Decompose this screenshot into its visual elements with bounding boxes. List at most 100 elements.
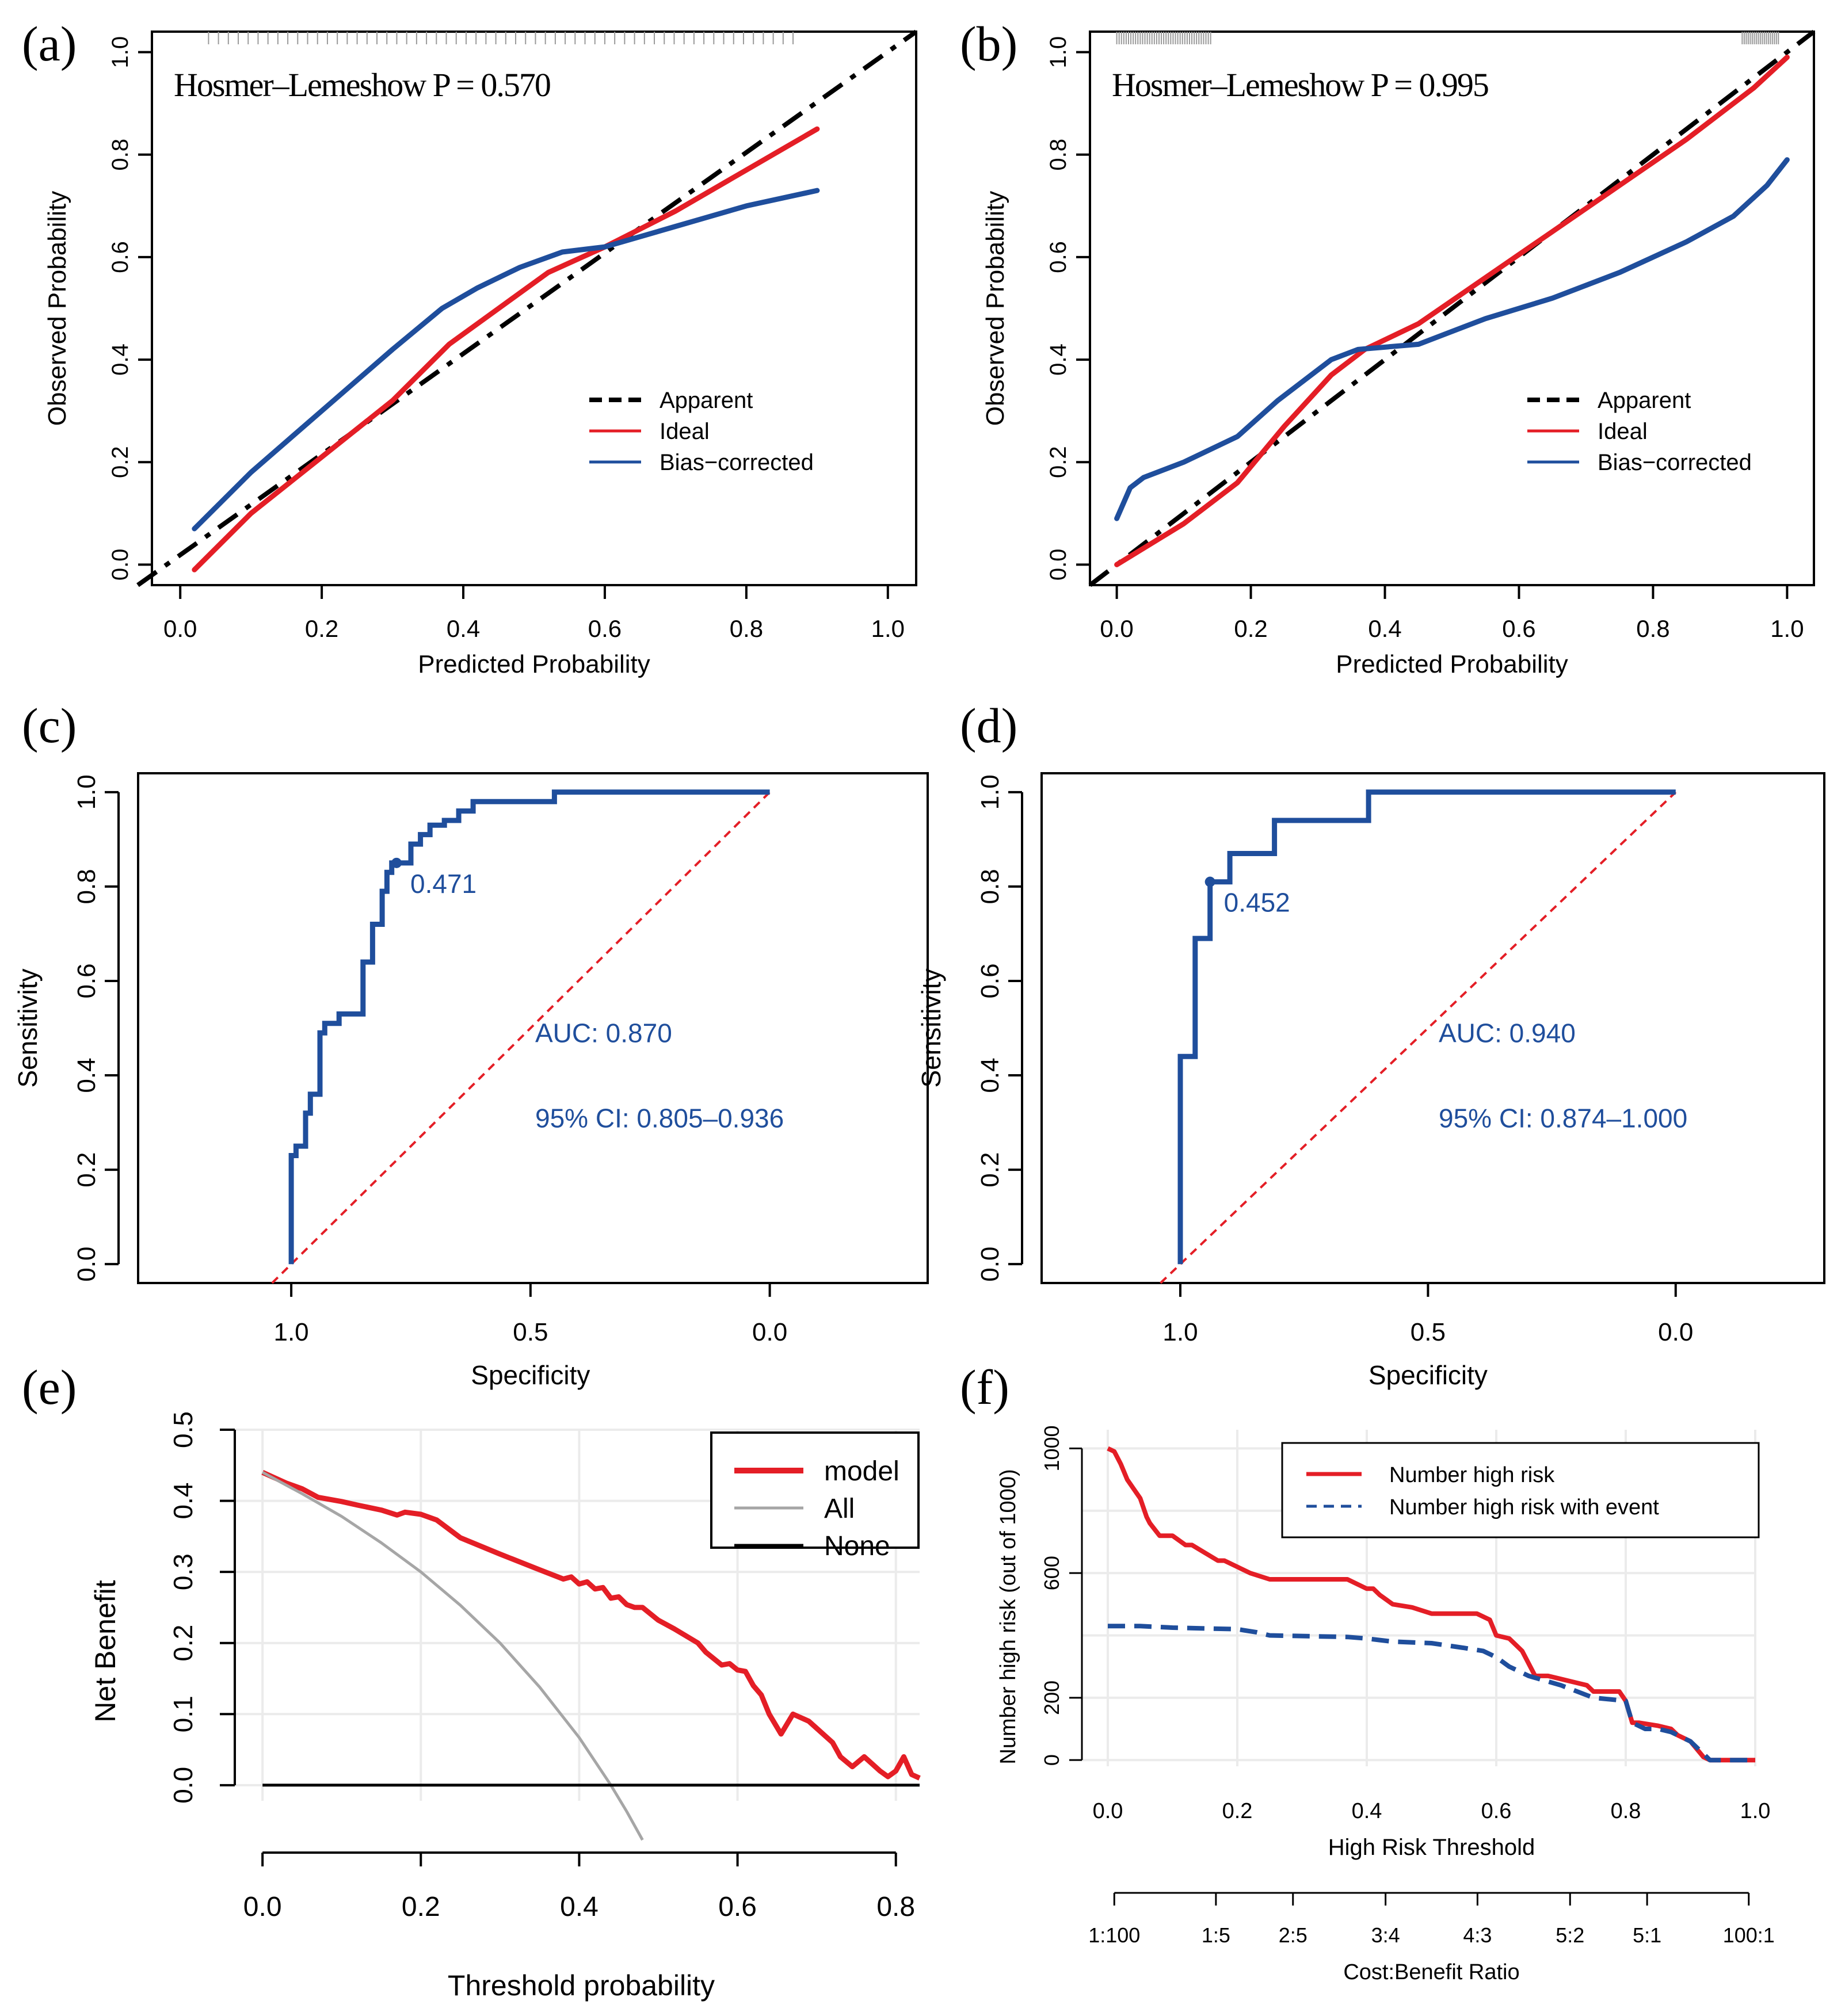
- ci-label: 95% CI: 0.805–0.936: [535, 1103, 784, 1133]
- series-line-ideal: [192, 126, 820, 572]
- y-tick-label: 0.8: [1046, 139, 1071, 171]
- cost-benefit-tick-label: 1:100: [1088, 1923, 1140, 1947]
- legend-label: Bias−corrected: [660, 450, 814, 475]
- threshold-label: 0.471: [410, 869, 477, 899]
- x-tick-label: 1.0: [273, 1318, 308, 1346]
- x-tick-label: 0.0: [1093, 1799, 1123, 1823]
- x-tick-label: 0.8: [876, 1892, 915, 1922]
- series: [261, 1469, 921, 1841]
- hosmer-lemeshow-title: Hosmer–Lemeshow P = 0.995: [1112, 66, 1488, 104]
- legend-label: Number high risk with event: [1389, 1495, 1659, 1519]
- best-threshold-point: [391, 857, 402, 868]
- legend-label: model: [824, 1456, 899, 1487]
- legend-label: Ideal: [660, 419, 710, 444]
- cost-benefit-tick-label: 5:2: [1556, 1923, 1584, 1947]
- y-tick-label: 0.4: [976, 1057, 1004, 1093]
- x-tick-label: 0.5: [1411, 1318, 1446, 1346]
- x-tick-label: 0.8: [1611, 1799, 1641, 1823]
- legend-label: Bias−corrected: [1598, 450, 1752, 475]
- y-axis-label: Observed Probability: [43, 191, 71, 426]
- y-tick-label: 1.0: [1046, 36, 1071, 68]
- x-axis-label: Threshold probability: [448, 1969, 715, 2002]
- x-tick-label: 0.0: [163, 615, 197, 642]
- y-tick-label: 0.8: [108, 139, 133, 171]
- cost-benefit-tick-label: 100:1: [1723, 1923, 1775, 1947]
- y-tick-label: 0.0: [73, 1247, 101, 1282]
- y-tick-label: 0.2: [168, 1625, 198, 1662]
- legend: Apparent Ideal Bias−corrected: [1527, 388, 1752, 475]
- y-tick-label: 0.0: [168, 1767, 198, 1804]
- series-line-apparent: [1088, 29, 1816, 587]
- hosmer-lemeshow-title: Hosmer–Lemeshow P = 0.570: [174, 66, 550, 104]
- cost-benefit-tick-label: 4:3: [1463, 1923, 1492, 1947]
- x-tick-label: 0.5: [513, 1318, 548, 1346]
- x-tick-label: 0.2: [1234, 615, 1267, 642]
- x-axis-label: High Risk Threshold: [1328, 1835, 1535, 1860]
- series-line-ideal: [1114, 55, 1790, 567]
- x-tick-label: 0.0: [752, 1318, 787, 1346]
- cost-benefit-tick-label: 3:4: [1371, 1923, 1400, 1947]
- y-tick-label: 0.4: [1046, 343, 1071, 376]
- y-tick-label: 0.2: [108, 446, 133, 478]
- legend: model All None: [710, 1431, 920, 1561]
- series-line-number-high-risk-with-event: [1108, 1624, 1755, 1763]
- x-tick-label: 0.6: [588, 615, 622, 642]
- y-axis-label: Net Benefit: [89, 1580, 121, 1722]
- x-tick-label: 0.2: [402, 1892, 440, 1922]
- rug-marks: [1116, 32, 1779, 44]
- y-tick-label: 0.2: [976, 1152, 1004, 1188]
- y-tick-label: 0.6: [976, 963, 1004, 998]
- x-axis-label: Predicted Probability: [418, 650, 650, 678]
- x-tick-label: 0.8: [730, 615, 763, 642]
- y-tick-label: 0.1: [168, 1696, 198, 1732]
- auc-label: AUC: 0.940: [1439, 1018, 1576, 1048]
- x-tick-label: 0.4: [447, 615, 480, 642]
- y-tick-label: 0.2: [1046, 446, 1071, 478]
- legend-label: All: [824, 1494, 855, 1524]
- clinical-impact-curve-f: 0 200 600 1000 0.0 0.2 0.4 0.6 0.8 1.0 High Risk T…: [996, 1425, 1775, 1984]
- legend: Number high risk Number high risk with ev…: [1281, 1442, 1760, 1538]
- legend-label: Ideal: [1598, 419, 1648, 444]
- roc-curve: [288, 789, 770, 1265]
- y-axis-label: Sensitivity: [13, 968, 43, 1087]
- x-tick-label: 0.6: [1481, 1799, 1512, 1823]
- legend-box: [710, 1431, 920, 1549]
- y-tick-label: 0.8: [73, 869, 101, 904]
- x-tick-label: 0.0: [1100, 615, 1133, 642]
- y-tick-label: 200: [1040, 1681, 1063, 1715]
- x-tick-label: 0.4: [560, 1892, 599, 1922]
- plot-frame: [151, 30, 917, 586]
- y-tick-label: 0.0: [1046, 549, 1071, 581]
- roc-plot-d: 0.0 0.2 0.4 0.6 0.8 1.0 1.0 0.5 0.0 Specificity Se…: [916, 772, 1825, 1390]
- x-tick-label: 0.8: [1636, 615, 1669, 642]
- roc-plot-c: 0.0 0.2 0.4 0.6 0.8 1.0 1.0 0.5 0.0 Specificity Se…: [13, 772, 929, 1390]
- x-axis-label: Specificity: [1368, 1360, 1488, 1390]
- panel-label-b: (b): [960, 16, 1017, 71]
- y-tick-label: 0.6: [73, 963, 101, 998]
- threshold-label: 0.452: [1224, 888, 1290, 918]
- y-tick-label: 0.4: [73, 1057, 101, 1093]
- panel-label-e: (e): [22, 1360, 77, 1415]
- series-line-all: [262, 1471, 644, 1841]
- panel-label-f: (f): [960, 1360, 1009, 1415]
- y-tick-label: 0.0: [108, 549, 133, 581]
- x-tick-label: 0.4: [1352, 1799, 1382, 1823]
- legend-label: Apparent: [660, 388, 753, 413]
- x-tick-label: 0.2: [1222, 1799, 1253, 1823]
- series-line-apparent: [136, 29, 918, 587]
- x-tick-label: 1.0: [1162, 1318, 1198, 1346]
- roc-curve: [1177, 789, 1676, 1265]
- y-axis-label: Number high risk (out of 1000): [996, 1469, 1020, 1764]
- x-tick-label: 0.2: [305, 615, 338, 642]
- legend-label: None: [824, 1531, 890, 1561]
- legend: Apparent Ideal Bias−corrected: [589, 388, 814, 475]
- series-line-model: [261, 1469, 921, 1781]
- calibration-plot-a: 0.0 0.2 0.4 0.6 0.8 1.0 0.0 0.2 0.4 0.6 0.8 1.0 Pred…: [43, 29, 918, 678]
- series-line-bias-corrected: [192, 188, 820, 532]
- plot-frame: [1089, 30, 1815, 586]
- cost-benefit-axis-label: Cost:Benefit Ratio: [1343, 1960, 1519, 1984]
- y-tick-label: 1.0: [976, 774, 1004, 810]
- y-tick-label: 0.4: [168, 1483, 198, 1519]
- x-tick-label: 0.0: [243, 1892, 282, 1922]
- series-line-number-high-risk: [1107, 1446, 1755, 1763]
